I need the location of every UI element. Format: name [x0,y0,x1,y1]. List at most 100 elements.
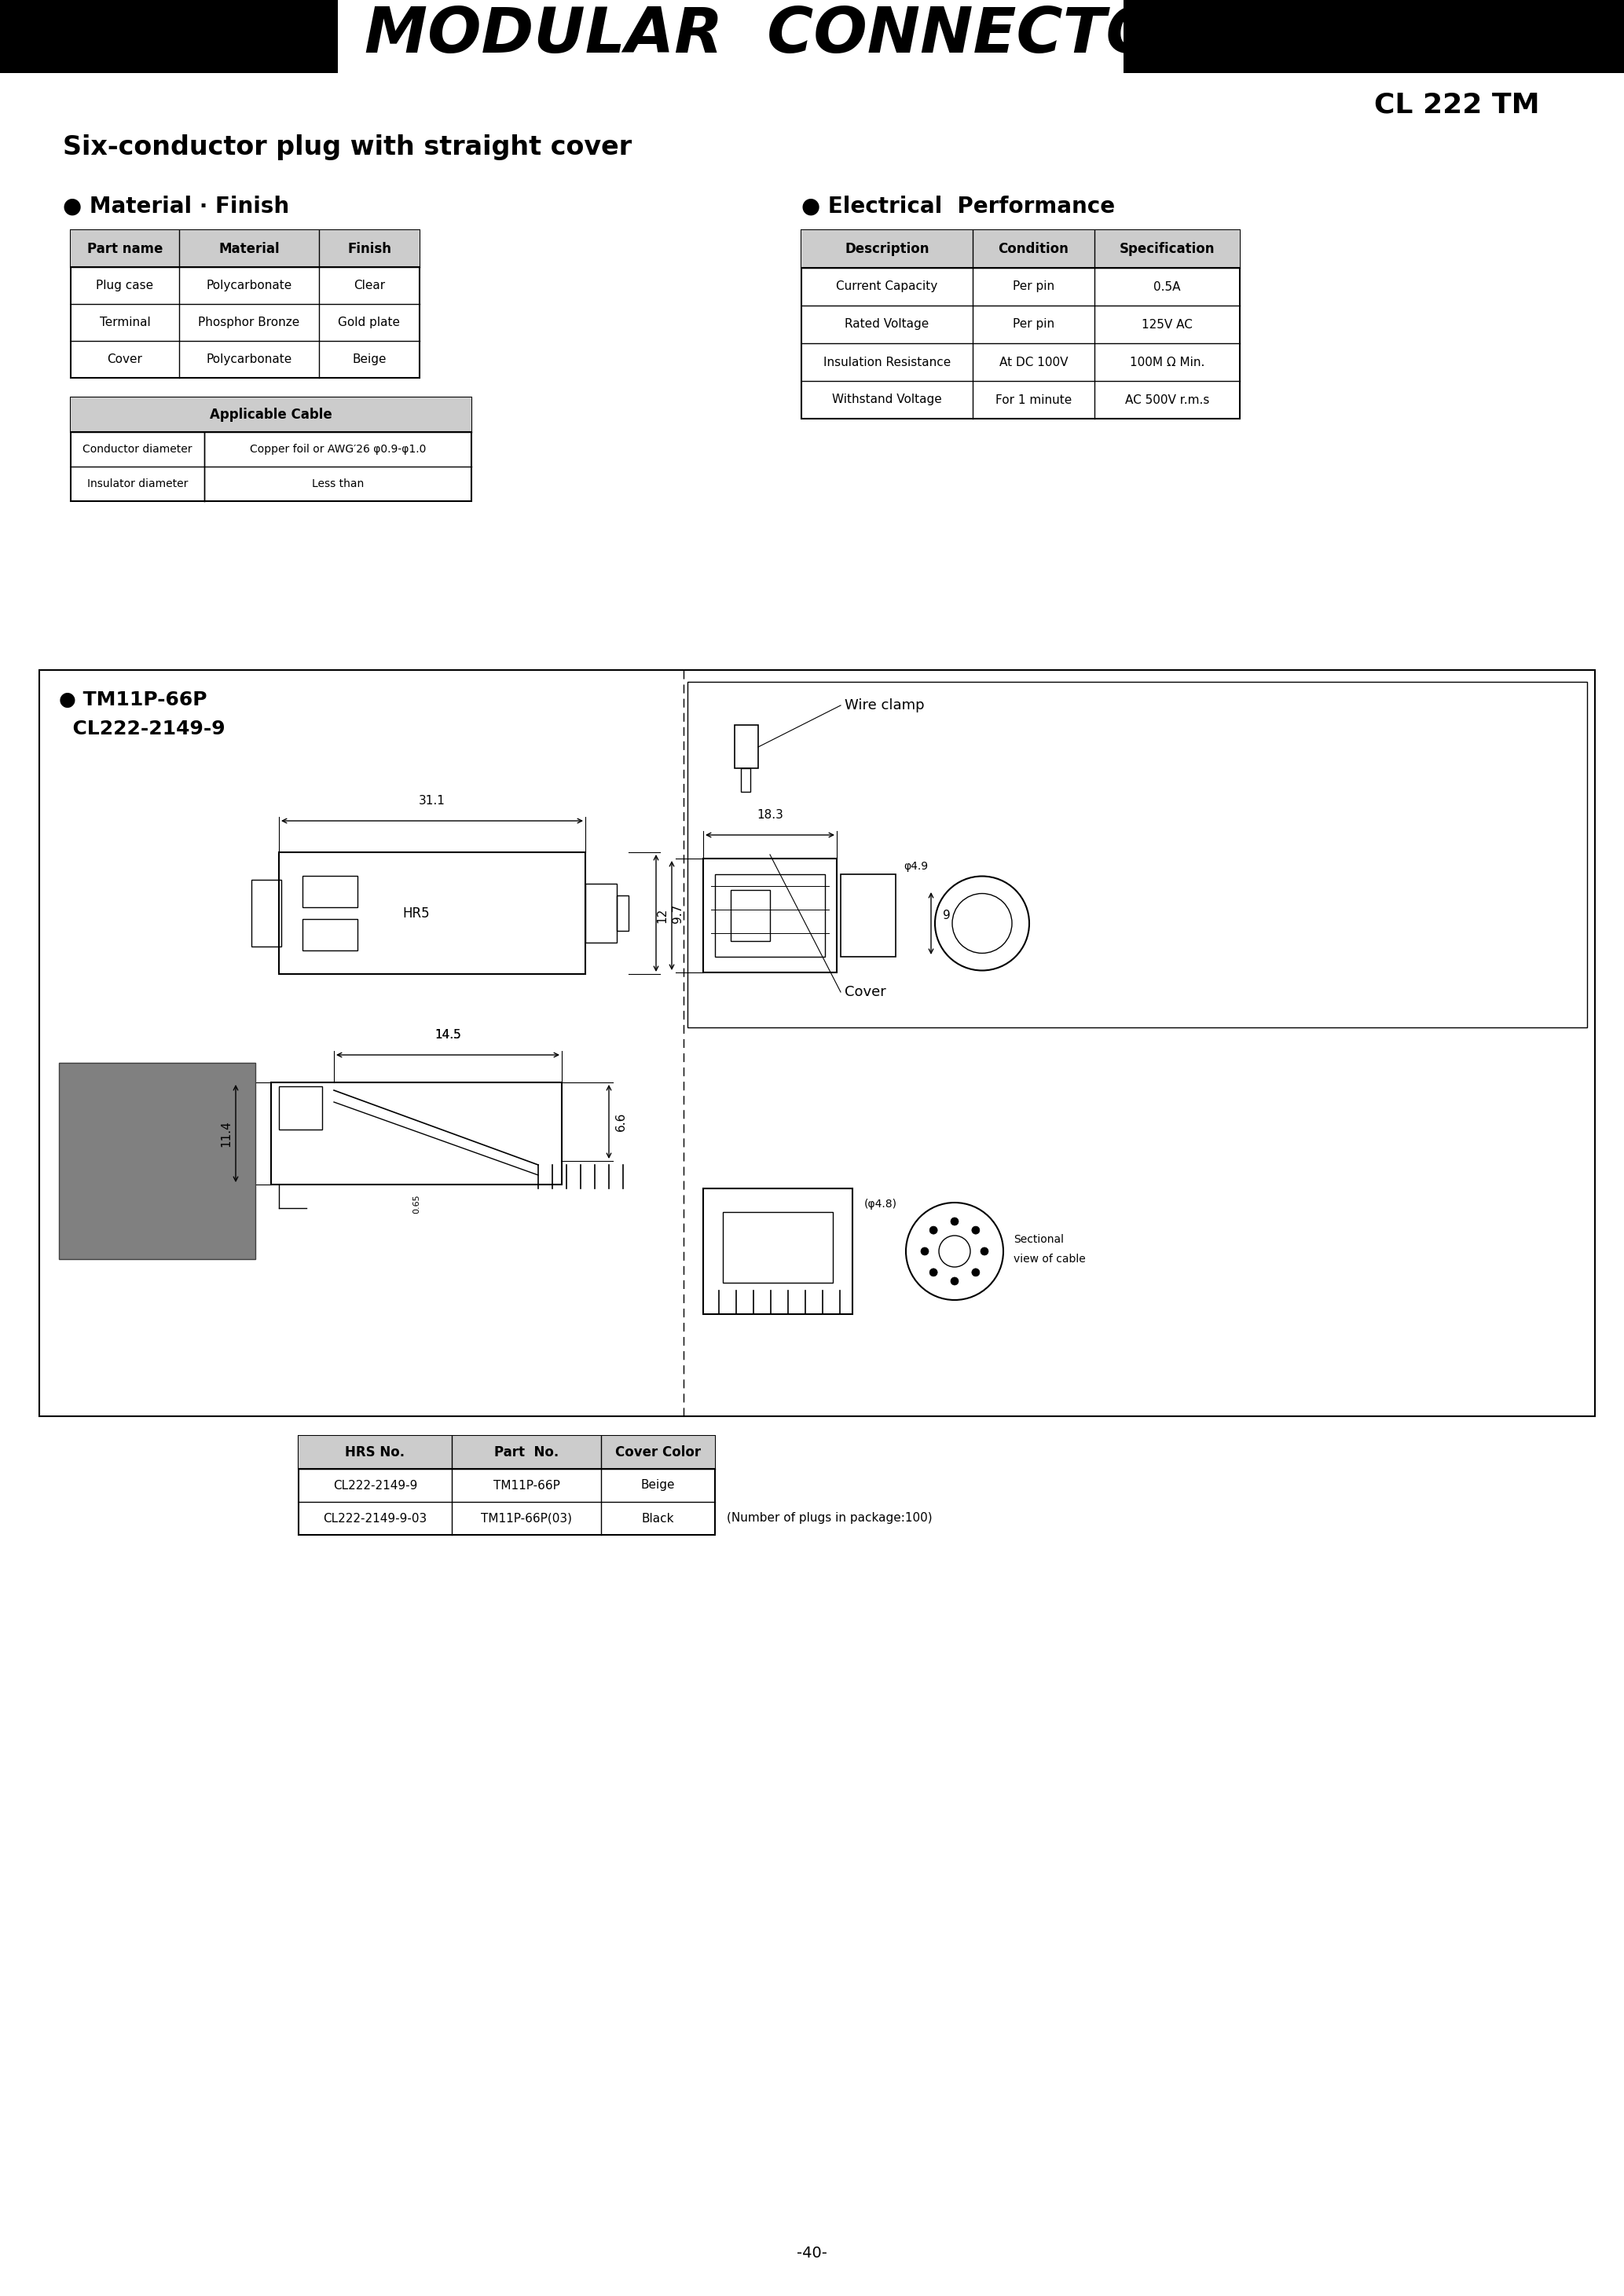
Text: ● Electrical  Performance: ● Electrical Performance [801,195,1116,218]
Text: Cover: Cover [107,354,143,365]
Text: Description: Description [844,241,929,257]
Bar [71,397,471,501]
Text: Gold plate: Gold plate [338,317,400,328]
Text: Conductor diameter: Conductor diameter [83,443,192,455]
Text: Beige: Beige [352,354,387,365]
Text: Part name: Part name [88,241,162,255]
Text: Finish: Finish [348,241,391,255]
Text: Terminal: Terminal [99,317,151,328]
Bar [741,769,750,792]
Text: 12: 12 [656,907,667,923]
Text: 14.5: 14.5 [435,1029,461,1040]
Text: Clear: Clear [354,280,385,292]
Text: 6.6: 6.6 [615,1111,627,1132]
Text: Polycarbonate: Polycarbonate [206,280,292,292]
Bar [734,726,758,769]
Text: Beige: Beige [641,1479,676,1492]
Text: Condition: Condition [999,241,1069,257]
Text: AC 500V r.m.s: AC 500V r.m.s [1125,395,1210,406]
Bar [801,230,1239,418]
Text: CL222-2149-9-03: CL222-2149-9-03 [323,1513,427,1525]
Bar [252,879,281,946]
Bar [687,682,1587,1026]
Circle shape [929,1226,937,1235]
Circle shape [921,1247,929,1256]
Text: Copper foil or AWG′26 φ0.9-φ1.0: Copper foil or AWG′26 φ0.9-φ1.0 [250,443,425,455]
Text: 9: 9 [944,909,950,921]
Text: Wire clamp: Wire clamp [844,698,924,712]
Text: Part  No.: Part No. [494,1444,559,1460]
Text: TM11P-66P(03): TM11P-66P(03) [481,1513,572,1525]
Text: Withstand Voltage: Withstand Voltage [831,395,942,406]
Bar [271,1081,562,1185]
Bar [703,859,836,974]
Text: 11.4: 11.4 [219,1120,232,1146]
Text: TM11P-66P: TM11P-66P [494,1479,560,1492]
Bar [1124,0,1624,73]
Text: 125V AC: 125V AC [1142,319,1192,331]
Bar [58,1063,255,1258]
Circle shape [929,1267,937,1277]
Text: Plug case: Plug case [96,280,154,292]
Bar [299,1435,715,1469]
Text: Polycarbonate: Polycarbonate [206,354,292,365]
Text: Less than: Less than [312,478,364,489]
Text: CL222-2149-9: CL222-2149-9 [333,1479,417,1492]
Bar [71,397,471,432]
Text: At DC 100V: At DC 100V [999,356,1069,367]
Bar [302,875,357,907]
Text: Sectional: Sectional [1013,1233,1064,1244]
Text: 0.5A: 0.5A [1153,280,1181,292]
Text: Material: Material [219,241,279,255]
Text: 14.5: 14.5 [435,1029,461,1040]
Bar [723,1212,833,1283]
Text: MODULAR  CONNECTORS: MODULAR CONNECTORS [365,5,1254,67]
Text: φ4.9: φ4.9 [903,861,927,872]
Text: Cover: Cover [844,985,887,999]
Text: 31.1: 31.1 [419,794,445,806]
Bar [279,1086,322,1130]
Text: 18.3: 18.3 [757,808,783,822]
Text: -40-: -40- [797,2245,827,2259]
Text: CL222-2149-9: CL222-2149-9 [58,719,226,739]
Text: Current Capacity: Current Capacity [836,280,937,292]
Bar [801,230,1239,269]
Bar [279,852,585,974]
Circle shape [950,1217,958,1226]
Text: HRS No.: HRS No. [346,1444,404,1460]
Text: 0.65: 0.65 [412,1194,421,1212]
Text: (Number of plugs in package:100): (Number of plugs in package:100) [728,1513,932,1525]
Text: Per pin: Per pin [1013,319,1054,331]
Bar [299,1435,715,1534]
Bar [841,875,896,957]
Text: Specification: Specification [1119,241,1215,257]
Text: 100M Ω Min.: 100M Ω Min. [1130,356,1205,367]
Text: Per pin: Per pin [1013,280,1054,292]
Bar [703,1189,853,1313]
Text: HR5: HR5 [403,907,430,921]
Text: CL 222 TM: CL 222 TM [1374,92,1540,117]
Circle shape [981,1247,989,1256]
Text: Cover Color: Cover Color [615,1444,702,1460]
Bar [0,0,338,73]
Text: Phosphor Bronze: Phosphor Bronze [198,317,300,328]
Circle shape [971,1226,979,1235]
Bar [39,670,1595,1417]
Text: Rated Voltage: Rated Voltage [844,319,929,331]
Circle shape [971,1267,979,1277]
Text: Applicable Cable: Applicable Cable [209,409,333,422]
Bar [585,884,617,944]
Text: ● TM11P-66P: ● TM11P-66P [58,691,206,709]
Text: Six-conductor plug with straight cover: Six-conductor plug with straight cover [63,135,632,161]
Text: 9.7: 9.7 [672,905,684,923]
Bar [71,230,419,266]
Text: For 1 minute: For 1 minute [996,395,1072,406]
Text: Insulation Resistance: Insulation Resistance [823,356,950,367]
Bar [71,230,419,379]
Bar [731,891,770,941]
Text: ● Material · Finish: ● Material · Finish [63,195,289,218]
Bar [715,875,825,957]
Bar [302,918,357,951]
Bar [617,895,628,930]
Text: Black: Black [641,1513,674,1525]
